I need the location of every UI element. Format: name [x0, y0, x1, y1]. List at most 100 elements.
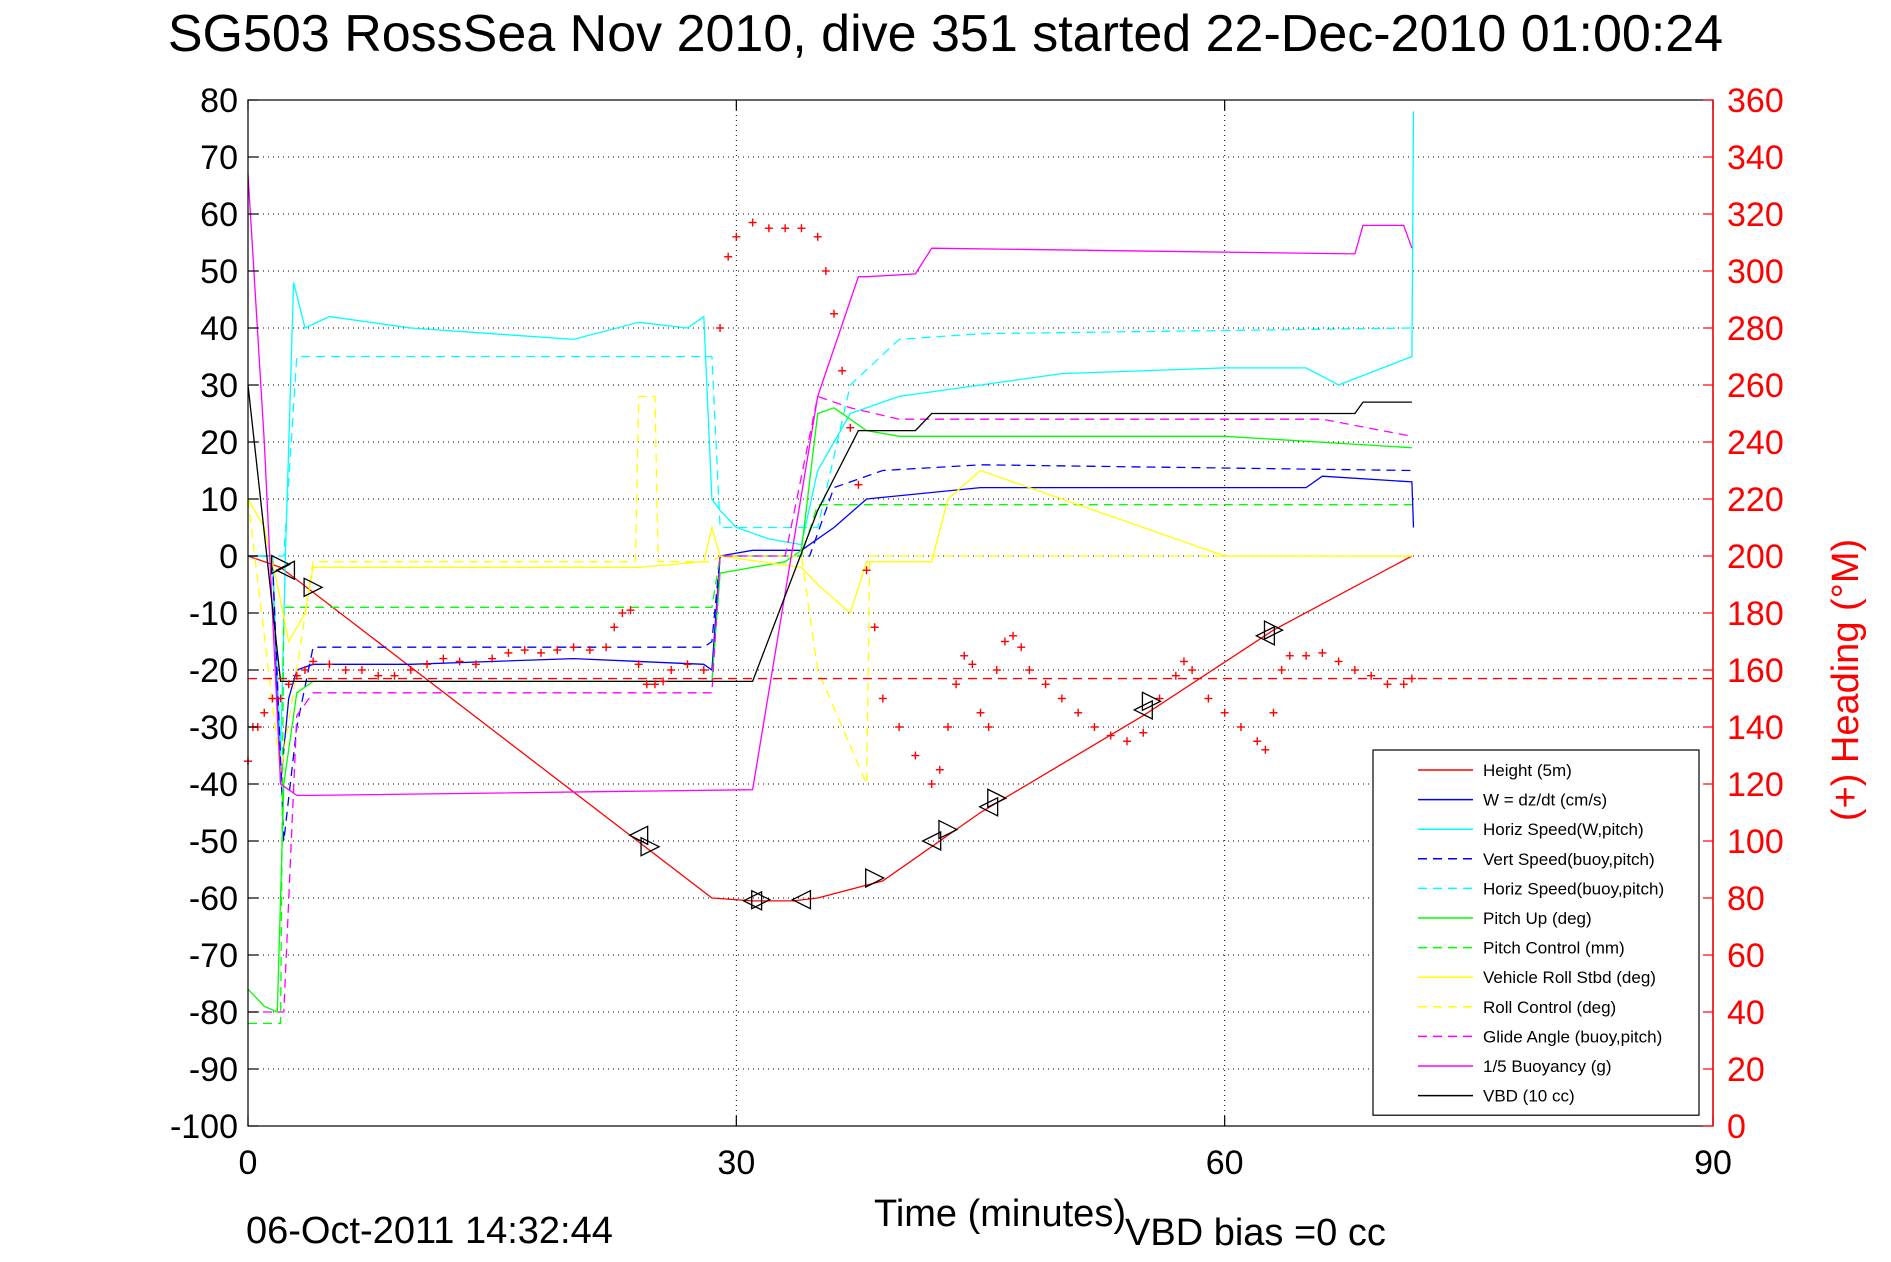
series-line: [247, 555, 1413, 902]
triangle-marker: [865, 867, 886, 889]
heading-point: [504, 648, 513, 657]
chart-title: SG503 RossSea Nov 2010, dive 351 started…: [167, 5, 1724, 63]
x-tick-label: 90: [1694, 1144, 1732, 1182]
y-tick-label: 50: [200, 253, 238, 291]
heading-point: [374, 671, 383, 680]
y2-tick-label: 140: [1727, 709, 1784, 747]
y-tick-label: 20: [200, 424, 238, 462]
heading-point: [1057, 694, 1066, 703]
heading-point: [659, 677, 668, 686]
heading-point: [1090, 723, 1099, 731]
heading-point: [699, 666, 708, 674]
heading-point: [935, 765, 944, 774]
heading-point: [1302, 651, 1311, 660]
heading-point: [1017, 643, 1026, 652]
triangle-marker: [742, 890, 763, 911]
heading-point: [927, 780, 936, 788]
triangle-marker: [270, 554, 292, 575]
heading-point: [943, 723, 952, 731]
y2-tick-label: 0: [1727, 1108, 1746, 1146]
x-axis-label: Time (minutes): [874, 1193, 1126, 1235]
y2-tick-label: 200: [1727, 538, 1784, 576]
series-line: [248, 464, 1412, 842]
heading-point: [878, 694, 887, 703]
heading-point: [781, 224, 790, 233]
heading-point: [1407, 674, 1416, 683]
heading-point: [341, 666, 350, 674]
heading-point: [968, 660, 977, 669]
axes: 0 30 60 9080706050403020100-10-20-30-40-50-…: [170, 82, 1784, 1182]
heading-point: [952, 680, 961, 689]
triangle-marker: [1141, 691, 1162, 712]
heading-point: [585, 646, 594, 655]
triangle-marker: [640, 836, 661, 857]
series-line: [247, 407, 1412, 1013]
x-tick-label: 0: [239, 1144, 258, 1182]
y-tick-label: 40: [200, 310, 238, 348]
y-tick-label: 70: [200, 139, 238, 177]
heading-point: [1334, 657, 1343, 666]
heading-point: [357, 666, 366, 674]
heading-point: [439, 654, 448, 663]
heading-point: [821, 267, 830, 275]
y2-tick-label: 280: [1727, 310, 1784, 348]
heading-point: [838, 366, 847, 375]
marker-layer: [270, 554, 1284, 911]
series-line: [248, 504, 1412, 1025]
legend-entry: Vert Speed(buoy,pitch): [1483, 850, 1655, 869]
legend: Height (5m) W = dz/dt (cm/s) Horiz Speed(W…: [1372, 749, 1700, 1116]
heading-point: [1204, 694, 1213, 703]
triangle-marker: [303, 577, 324, 598]
heading-point: [1261, 745, 1270, 754]
y2-tick-label: 20: [1727, 1051, 1765, 1089]
heading-point: [764, 224, 773, 233]
y2-tick-label: 100: [1727, 823, 1784, 861]
heading-point: [520, 646, 529, 655]
legend-entry: Roll Control (deg): [1483, 998, 1616, 1017]
heading-point: [537, 648, 545, 657]
heading-point: [626, 606, 635, 615]
y2-tick-label: 340: [1727, 139, 1784, 177]
legend-entry: Horiz Speed(W,pitch): [1483, 820, 1644, 839]
heading-point: [268, 694, 277, 703]
heading-point: [830, 309, 838, 318]
heading-point: [423, 660, 432, 669]
y2-tick-label: 240: [1727, 424, 1784, 462]
triangle-marker: [987, 788, 1008, 809]
heading-point: [642, 680, 651, 689]
legend-entry: W = dz/dt (cm/s): [1483, 791, 1607, 810]
triangle-marker: [274, 560, 296, 581]
heading-point: [260, 708, 269, 717]
y-tick-label: 0: [219, 538, 238, 576]
heading-point: [748, 218, 757, 227]
x-tick-label: 60: [1206, 1144, 1244, 1182]
y2-tick-label: 160: [1727, 652, 1784, 690]
y2-tick-label: 60: [1727, 937, 1765, 975]
heading-point: [1106, 731, 1115, 740]
y-tick-label: 10: [200, 481, 238, 519]
heading-point: [1350, 666, 1359, 674]
heading-point: [984, 723, 993, 731]
legend-entry: VBD (10 cc): [1483, 1087, 1575, 1106]
triangle-marker: [790, 889, 812, 910]
heading-point: [895, 723, 904, 731]
heading-point: [1318, 648, 1327, 657]
y2-tick-label: 300: [1727, 253, 1784, 291]
heading-point: [1041, 680, 1050, 689]
heading-point: [406, 666, 415, 674]
y-tick-label: -90: [189, 1051, 238, 1089]
heading-point: [797, 224, 806, 233]
heading-point: [667, 666, 676, 674]
y-tick-label: -80: [189, 994, 238, 1032]
heading-point: [1277, 666, 1286, 674]
heading-point: [1236, 723, 1245, 731]
series-line: [247, 384, 1412, 683]
triangle-marker: [978, 796, 999, 817]
y-tick-label: 30: [200, 367, 238, 405]
heading-point: [1123, 737, 1131, 746]
heading-point: [618, 609, 627, 617]
heading-layer: [244, 218, 1416, 788]
y-tick-label: -10: [189, 595, 238, 633]
heading-point: [1220, 708, 1229, 717]
heading-point: [1253, 737, 1262, 746]
